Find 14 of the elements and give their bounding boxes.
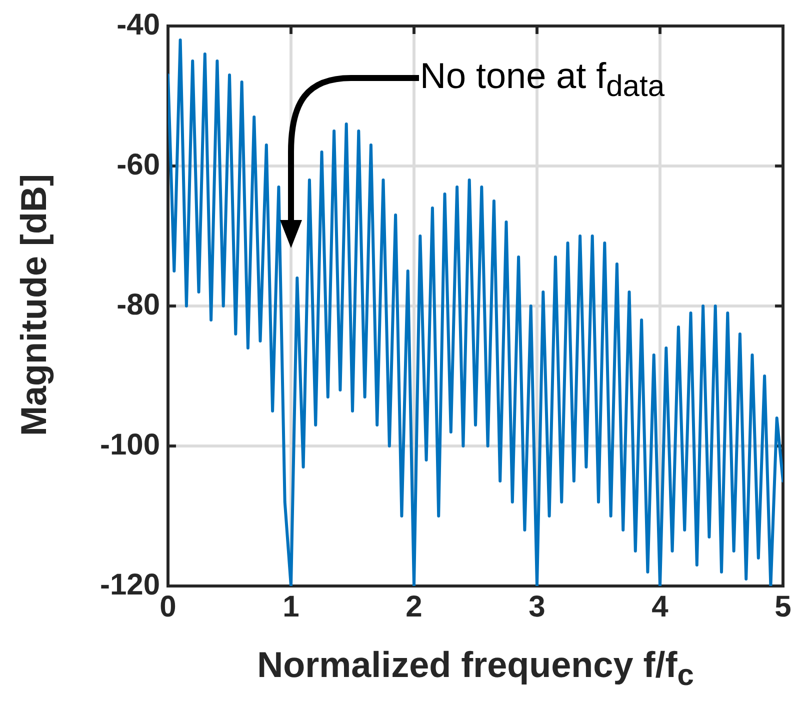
x-tick-label: 3 (528, 590, 546, 624)
x-tick-label: 5 (774, 590, 792, 624)
x-axis-title: Normalized frequency f/f$_{c}$ (256, 644, 695, 694)
annotation: No tone at f$_{data}$ (420, 54, 665, 106)
x-tick-label: 1 (282, 590, 300, 624)
y-tick-label: -40 (116, 8, 160, 42)
y-tick-label: -60 (116, 148, 160, 182)
x-tick-label: 2 (406, 590, 422, 624)
y-tick-label: -120 (100, 568, 160, 602)
x-tick-label: 0 (160, 590, 176, 624)
y-tick-label: -80 (116, 288, 160, 322)
y-tick-label: -100 (100, 428, 160, 462)
x-tick-label: 4 (652, 590, 669, 624)
y-axis-title: Magnitude [dB] (13, 174, 55, 436)
